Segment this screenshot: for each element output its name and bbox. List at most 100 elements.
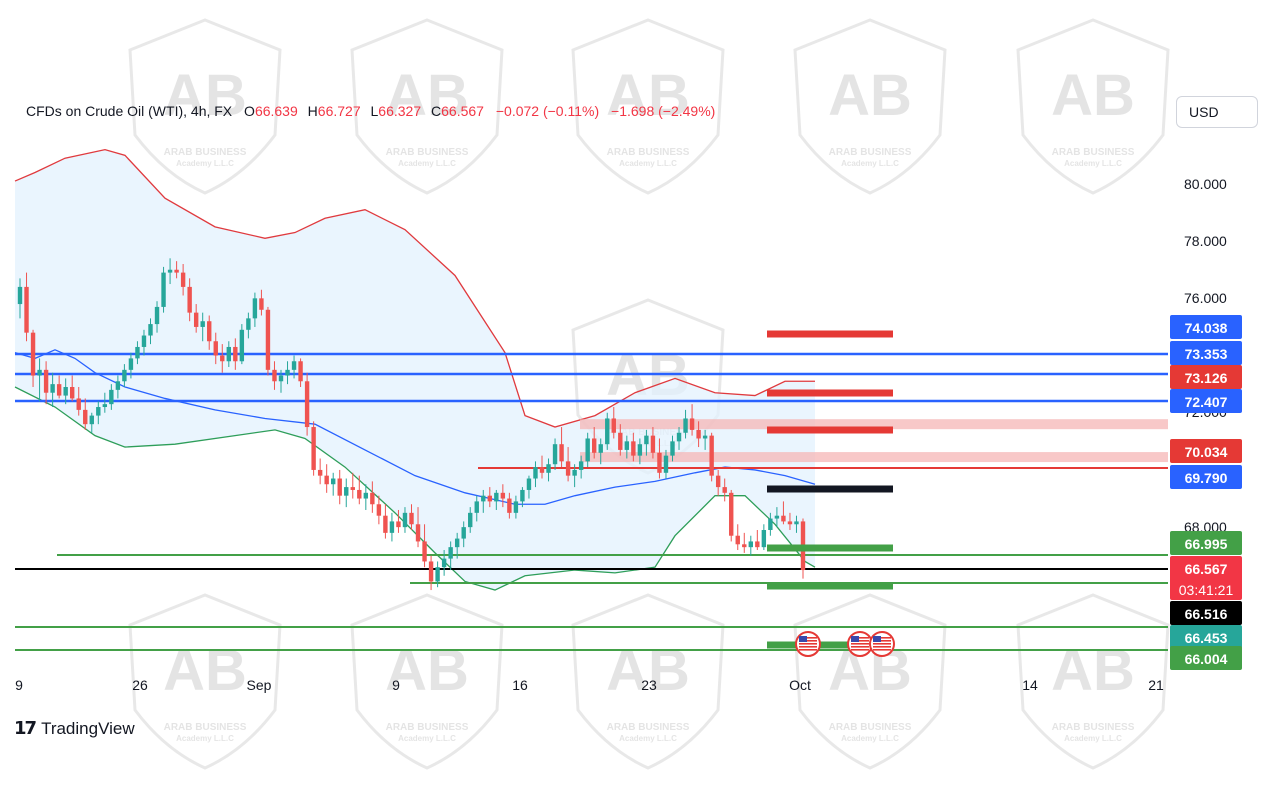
watermark-shield-outline [350,593,504,770]
candle-body [207,321,212,342]
price-label-66-453: 66.453 [1185,630,1228,646]
candle-body [768,518,773,530]
candle-body [272,369,277,382]
watermark-line1: ARAB BUSINESS [164,722,247,733]
candle-body [233,346,238,362]
candle-body [402,512,408,528]
candle-body [265,309,271,370]
watermark-letters: AB [1051,63,1135,128]
flag-stripe [799,643,817,645]
us-flag-event-icon[interactable] [847,631,873,657]
candle-body [357,489,362,499]
flag-stripe [851,649,869,651]
candle-body [435,567,440,582]
candle-body [376,504,382,516]
candle-body [448,547,453,559]
us-flag-event-icon[interactable] [795,631,821,657]
currency-label: USD [1189,104,1219,120]
open-value: 66.639 [255,103,298,119]
candle-body [461,527,466,539]
symbol-label: CFDs on Crude Oil (WTI), 4h, FX [26,103,233,119]
candle-body [487,495,492,502]
bollinger-bands [14,148,816,591]
time-tick-label: Oct [789,677,811,693]
price-levels [15,352,1168,651]
flag-canton [799,636,807,642]
bollinger-basis-line [14,349,816,505]
candle-body [311,427,316,470]
us-flag-event-icon[interactable] [869,631,895,657]
change-value-2: −1.698 (−2.49%) [611,103,715,119]
watermark-shield-outline [128,18,282,195]
tradingview-logo[interactable]: 17 TradingView [14,718,135,739]
candle-body [154,306,160,325]
price-label-bg [1170,365,1242,389]
candle-body [141,335,147,347]
candle-body [63,387,68,396]
price-label-66-516: 66.516 [1185,606,1228,622]
candle-body [56,384,62,396]
watermark-line2: Academy L.L.C [398,734,456,743]
price-label-bg [1170,389,1242,413]
time-tick-label: 23 [641,677,657,693]
candle-body [331,478,336,485]
candle-body [494,492,499,502]
candle-body [481,495,486,502]
price-label-73-126: 73.126 [1185,370,1228,386]
watermark-shield-outline [1016,18,1170,195]
candle-body [96,407,101,416]
economic-events[interactable] [795,631,895,657]
time-tick-label: 9 [392,677,400,693]
candle-body [729,492,734,536]
price-label-bg [1170,465,1242,489]
price-label-70-034: 70.034 [1185,444,1228,460]
watermark-line1: ARAB BUSINESS [829,147,912,158]
low-label: L [371,103,379,119]
flag-stripe [873,649,891,651]
candle-body [396,521,401,528]
time-tick-label: 9 [15,677,23,693]
watermark-line1: ARAB BUSINESS [829,722,912,733]
flag-stripe [873,640,891,642]
currency-selector[interactable]: USD [1176,96,1258,128]
candle-body [226,346,231,362]
high-value: 66.727 [318,103,361,119]
watermark-line1: ARAB BUSINESS [164,147,247,158]
candle-body [722,487,727,493]
price-label-bg [1170,439,1242,463]
candle-body [83,409,88,425]
candle-body [787,521,793,525]
watermark-shield-outline [571,593,725,770]
watermark-shield-outline [128,593,282,770]
price-tick-label: 78.000 [1184,233,1227,249]
candle-body [43,369,49,393]
price-label-bg [1170,625,1242,649]
zone-marker-2 [767,426,893,434]
candle-body [246,318,251,330]
candle-body [252,298,258,319]
candle-body [285,369,290,376]
bollinger-upper-line [14,148,815,428]
candle-body [115,381,121,390]
watermark-line2: Academy L.L.C [398,159,456,168]
price-label-bg [1170,531,1242,555]
flag-canton [873,636,881,642]
time-tick-label: Sep [247,677,272,693]
candle-body [122,369,127,382]
candle-body [663,455,669,473]
candle-body [611,418,616,433]
level-zones [767,330,893,649]
candle-body [363,492,369,499]
candle-body [415,524,421,542]
flag-stripe [851,646,869,648]
candle-body [428,561,434,582]
candle-body [239,329,245,362]
candle-body [337,478,342,496]
candle-body [781,515,786,522]
